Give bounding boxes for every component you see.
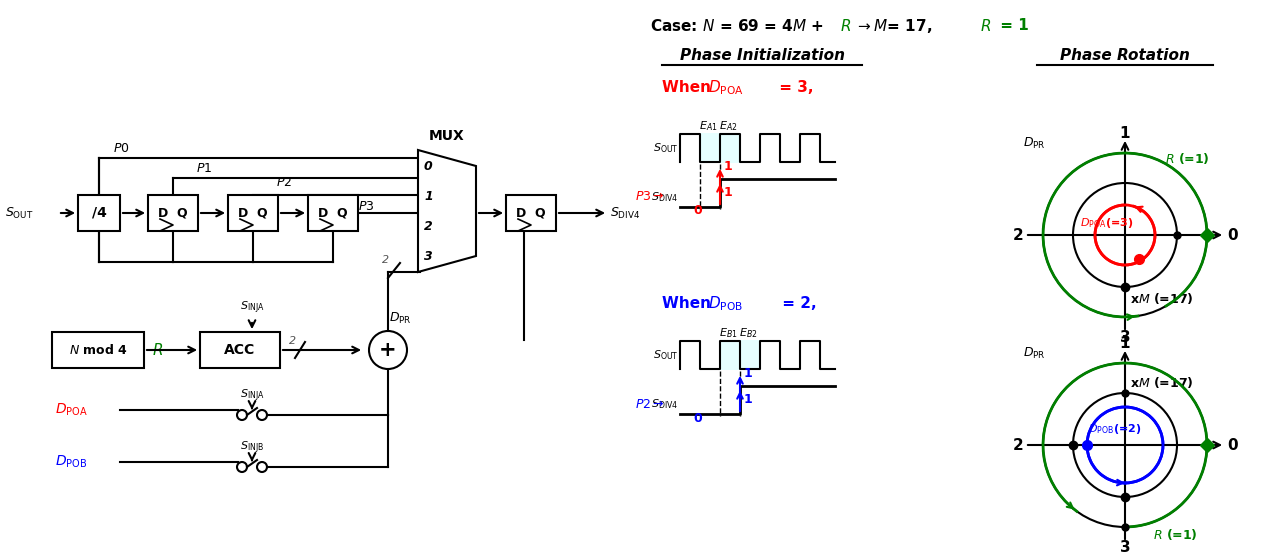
Text: $E_{A2}$: $E_{A2}$ [719,119,737,133]
Text: $P3$: $P3$ [358,200,374,212]
Text: 3: 3 [424,249,432,263]
Text: $S_\mathrm{OUT}$: $S_\mathrm{OUT}$ [653,141,678,155]
Text: D  Q: D Q [516,206,545,220]
Text: $S_\mathrm{DIV4}$: $S_\mathrm{DIV4}$ [650,190,678,204]
Text: +: + [379,340,397,360]
Text: $E_{A1}$: $E_{A1}$ [699,119,718,133]
Text: MUX: MUX [429,129,465,143]
Text: = 1: = 1 [995,18,1028,34]
Text: $S_\mathrm{OUT}$: $S_\mathrm{OUT}$ [653,348,678,362]
Text: $P1$: $P1$ [197,161,212,175]
Text: Phase Initialization: Phase Initialization [680,49,844,64]
Text: = 3,: = 3, [773,81,814,96]
Text: $D_\mathrm{PR}$: $D_\mathrm{PR}$ [1023,135,1046,150]
FancyBboxPatch shape [148,195,198,231]
Text: 2: 2 [1012,437,1023,452]
Text: $P3\rightarrow$: $P3\rightarrow$ [635,190,664,204]
Polygon shape [418,150,476,272]
Text: D  Q: D Q [238,206,268,220]
Text: 2: 2 [383,255,389,265]
Text: When: When [662,296,716,311]
Text: 3: 3 [1120,540,1130,553]
FancyBboxPatch shape [52,332,145,368]
Text: $R$: $R$ [152,342,164,358]
Text: 1: 1 [744,393,753,406]
Text: D  Q: D Q [158,206,188,220]
Text: $R$: $R$ [839,18,851,34]
Text: $S_\mathrm{OUT}$: $S_\mathrm{OUT}$ [5,206,33,221]
Text: $P2$: $P2$ [276,175,292,189]
Text: $D_\mathrm{POA}$: $D_\mathrm{POA}$ [708,79,744,97]
Text: D  Q: D Q [318,206,347,220]
Text: $D_\mathrm{POA}$: $D_\mathrm{POA}$ [55,402,87,418]
Text: $P2\rightarrow$: $P2\rightarrow$ [635,398,664,410]
Text: ACC: ACC [224,343,256,357]
Text: 0: 0 [1227,227,1238,243]
Text: When: When [662,81,716,96]
Text: 3: 3 [1120,330,1130,345]
Text: $\rightarrow$$M$= 17,: $\rightarrow$$M$= 17, [855,17,935,35]
Text: $D_\mathrm{POB}$: $D_\mathrm{POB}$ [708,295,743,314]
Text: $D_\mathrm{POB}$(=2): $D_\mathrm{POB}$(=2) [1088,422,1141,436]
Text: $S_\mathrm{INJA}$: $S_\mathrm{INJA}$ [240,388,264,404]
Text: 1: 1 [724,186,733,199]
Text: $R$ (=1): $R$ (=1) [1153,528,1198,542]
Text: 2: 2 [424,220,432,232]
Bar [700,133,741,163]
FancyBboxPatch shape [506,195,555,231]
Text: 2: 2 [1012,227,1023,243]
Text: 1: 1 [724,160,733,173]
Text: $S_\mathrm{DIV4}$: $S_\mathrm{DIV4}$ [610,206,640,221]
Text: 0: 0 [694,411,702,425]
FancyBboxPatch shape [308,195,358,231]
Text: $R$ (=1): $R$ (=1) [1165,150,1210,165]
Text: 1: 1 [744,367,753,380]
Text: Case: $N$ = 69 = 4$M$ +: Case: $N$ = 69 = 4$M$ + [650,18,825,34]
Bar [720,340,760,370]
Text: $P0$: $P0$ [113,142,129,154]
Text: Phase Rotation: Phase Rotation [1060,49,1189,64]
Text: 0: 0 [694,205,702,217]
Text: $S_\mathrm{DIV4}$: $S_\mathrm{DIV4}$ [650,397,678,411]
Text: /4: /4 [91,206,107,220]
Text: = 2,: = 2, [777,296,817,311]
Text: $S_\mathrm{INJA}$: $S_\mathrm{INJA}$ [240,300,264,316]
Text: x$M$ (=17): x$M$ (=17) [1130,291,1193,306]
Text: $R$: $R$ [980,18,992,34]
Text: 1: 1 [1120,336,1130,351]
Text: 2: 2 [289,336,297,346]
FancyBboxPatch shape [79,195,120,231]
Text: $D_\mathrm{PR}$: $D_\mathrm{PR}$ [388,310,411,326]
Circle shape [369,331,407,369]
Text: x$M$ (=17): x$M$ (=17) [1130,375,1193,390]
Text: $S_\mathrm{INJB}$: $S_\mathrm{INJB}$ [240,440,264,456]
FancyBboxPatch shape [228,195,278,231]
Text: $D_\mathrm{POB}$: $D_\mathrm{POB}$ [55,454,87,470]
FancyBboxPatch shape [200,332,280,368]
Text: 0: 0 [1227,437,1238,452]
Text: 0: 0 [424,159,432,173]
Text: $E_{B2}$: $E_{B2}$ [739,326,757,340]
Text: 1: 1 [1120,126,1130,140]
Text: $E_{B1}$: $E_{B1}$ [719,326,737,340]
Text: $N$ mod 4: $N$ mod 4 [68,343,127,357]
Text: 1: 1 [424,190,432,202]
Text: $D_\mathrm{PR}$: $D_\mathrm{PR}$ [1023,346,1046,361]
Text: $D_\mathrm{POA}$(=3): $D_\mathrm{POA}$(=3) [1080,216,1134,230]
